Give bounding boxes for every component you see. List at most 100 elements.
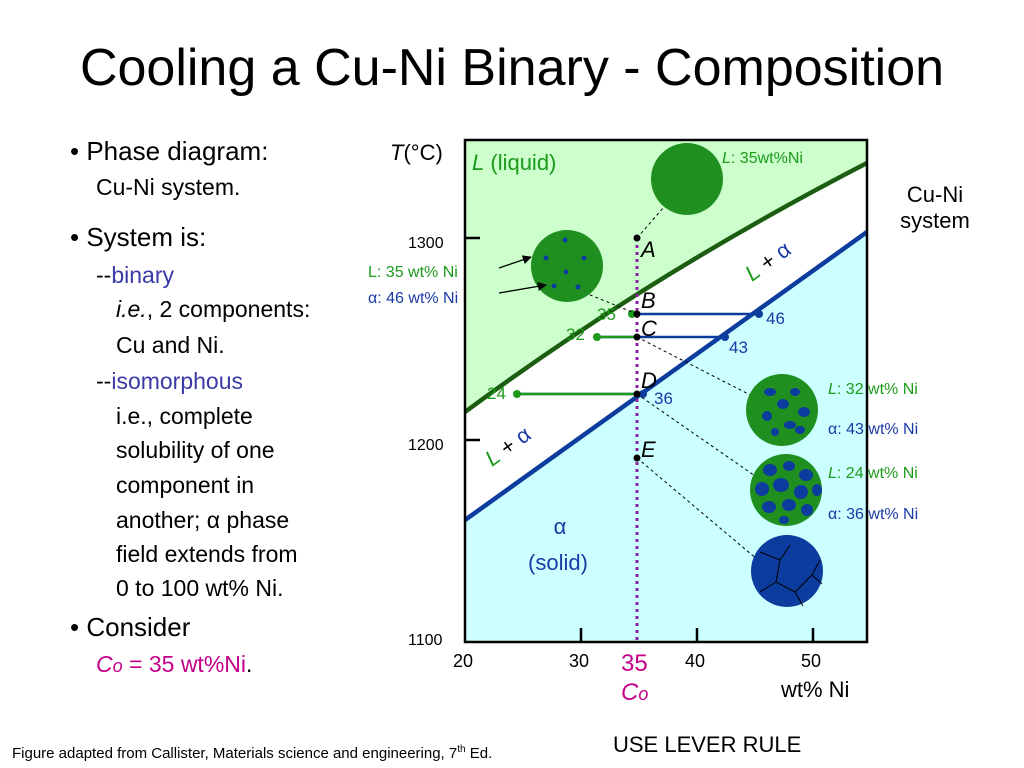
bullet-binary-explain: i.e., 2 components: bbox=[116, 296, 310, 323]
micro-D-alpha-label: α: 36 wt% Ni bbox=[828, 506, 918, 523]
leader-C bbox=[636, 336, 761, 401]
system-label-line1: Cu-Ni bbox=[906, 182, 964, 207]
slide-title: Cooling a Cu-Ni Binary - Composition bbox=[79, 39, 945, 97]
iso-line-4: another; α phase bbox=[116, 507, 289, 534]
co-c: C bbox=[96, 651, 113, 677]
tie-num-43: 43 bbox=[729, 338, 748, 357]
phase-text: phase bbox=[220, 507, 290, 533]
y-axis-T: T bbox=[390, 140, 405, 165]
x-axis-title: wt% Ni bbox=[780, 677, 849, 702]
x-tick-label-20: 20 bbox=[453, 651, 473, 671]
iso-line-5: field extends from bbox=[116, 541, 298, 567]
bullet-cu-ni: Cu and Ni. bbox=[116, 332, 225, 358]
micro-D-liquid-label: L: 24 wt% Ni bbox=[828, 465, 918, 482]
microstructure-A bbox=[651, 143, 723, 215]
tie-end-C-solid bbox=[721, 333, 729, 341]
microstructure-D bbox=[750, 454, 822, 526]
leader-E bbox=[636, 457, 759, 561]
tie-end-B-liquid bbox=[628, 310, 636, 318]
liquid-word: (liquid) bbox=[484, 150, 556, 175]
tie-end-D-liquid bbox=[513, 390, 521, 398]
tie-num-24: 24 bbox=[487, 384, 506, 403]
tie-end-B-solid bbox=[755, 310, 763, 318]
bullet-phase-diagram: • Phase diagram: bbox=[70, 136, 269, 166]
micro-A-text: : 35wt%Ni bbox=[731, 150, 803, 167]
point-label-B: B bbox=[641, 288, 656, 313]
tie-num-36: 36 bbox=[654, 389, 673, 408]
x-tick-label-40: 40 bbox=[685, 651, 705, 671]
solid-region bbox=[465, 232, 867, 642]
x-tick-label-50: 50 bbox=[801, 651, 821, 671]
dash: -- bbox=[96, 262, 112, 288]
liquid-L: L bbox=[472, 150, 484, 175]
solidus-line bbox=[465, 230, 867, 522]
liquid-region-label: L (liquid) bbox=[472, 150, 556, 175]
co-axis-o: o bbox=[638, 684, 648, 704]
y-axis-unit: (°C) bbox=[403, 140, 442, 165]
caption-text: Figure adapted from Callister, Materials… bbox=[12, 745, 458, 762]
bullet-binary: --binary bbox=[96, 262, 174, 289]
microstructure-E bbox=[751, 535, 823, 607]
binary-term: binary bbox=[111, 262, 174, 288]
liquidus-line bbox=[465, 161, 867, 414]
co-value: = 35 wt%Ni bbox=[122, 651, 246, 677]
tie-end-C-liquid bbox=[593, 333, 601, 341]
co-symbol: Co = 35 wt%Ni bbox=[96, 651, 246, 677]
iso-line-2: solubility of one bbox=[116, 437, 275, 463]
micro-C-L: L bbox=[828, 381, 837, 398]
point-label-C: C bbox=[641, 316, 657, 341]
iso-line-6: 0 to 100 wt% Ni. bbox=[116, 575, 284, 601]
y-tick-label-1200: 1200 bbox=[408, 437, 444, 454]
micro-C-liquid-label: L: 32 wt% Ni bbox=[828, 381, 918, 398]
system-label: Cu-Ni system bbox=[880, 182, 990, 234]
micro-C-alpha-label: α: 43 wt% Ni bbox=[828, 421, 918, 438]
arrow-alpha-to-microB bbox=[498, 281, 547, 294]
y-tick-label-1100: 1100 bbox=[408, 632, 443, 649]
tie-num-46: 46 bbox=[766, 309, 785, 328]
leader-D bbox=[636, 393, 759, 479]
x-tick-label-30: 30 bbox=[569, 651, 589, 671]
point-label-D: D bbox=[641, 368, 657, 393]
bullet-consider: • Consider bbox=[70, 612, 191, 642]
micro-A-L: L bbox=[722, 150, 731, 167]
iso-line-1: i.e., complete bbox=[116, 403, 253, 429]
ie-text: i.e. bbox=[116, 296, 147, 322]
bullet-isomorphous: --isomorphous bbox=[96, 368, 243, 395]
micro-C-L-text: : 32 wt% Ni bbox=[837, 381, 918, 398]
plot-frame bbox=[463, 138, 869, 644]
leader-B bbox=[577, 289, 638, 315]
y-tick-label-1300: 1300 bbox=[408, 235, 444, 252]
arrow-L-to-microB bbox=[498, 255, 532, 269]
iso-line-3: component in bbox=[116, 472, 255, 498]
microstructure-C bbox=[746, 374, 818, 446]
bullet-co: Co = 35 wt%Ni. bbox=[96, 651, 252, 678]
micro-D-L: L bbox=[828, 465, 837, 482]
y-axis-title: T(°C) bbox=[390, 140, 443, 165]
tie-num-32: 32 bbox=[566, 325, 585, 344]
micro-B-liquid-label: L: 35 wt% Ni bbox=[368, 264, 458, 281]
alpha-symbol: α bbox=[206, 507, 221, 533]
caption-sup: th bbox=[457, 744, 466, 755]
co-tick-label: 35 bbox=[621, 650, 648, 677]
components-text: , 2 components: bbox=[146, 296, 311, 322]
tie-end-D-solid bbox=[639, 390, 647, 398]
micro-A-label: L: 35wt%Ni bbox=[722, 150, 803, 167]
co-axis-label: Co bbox=[621, 679, 648, 706]
solid-word-label: (solid) bbox=[528, 550, 588, 575]
micro-D-L-text: : 24 wt% Ni bbox=[837, 465, 918, 482]
system-label-line2: system bbox=[900, 208, 970, 233]
co-axis-C: C bbox=[621, 679, 639, 706]
microstructure-B bbox=[531, 230, 603, 302]
point-label-A: A bbox=[639, 237, 656, 262]
bullet-system-is: • System is: bbox=[70, 222, 207, 252]
figure-caption: Figure adapted from Callister, Materials… bbox=[12, 744, 492, 762]
isomorphous-term: isomorphous bbox=[111, 368, 244, 394]
leader-A bbox=[636, 199, 671, 239]
co-o: o bbox=[112, 656, 123, 676]
co-period: . bbox=[246, 651, 253, 677]
caption-edition: Ed. bbox=[465, 745, 493, 762]
dash: -- bbox=[96, 368, 112, 394]
solid-alpha-label: α bbox=[554, 514, 567, 539]
tie-num-35: 35 bbox=[597, 305, 616, 324]
another-text: another; bbox=[116, 507, 207, 533]
